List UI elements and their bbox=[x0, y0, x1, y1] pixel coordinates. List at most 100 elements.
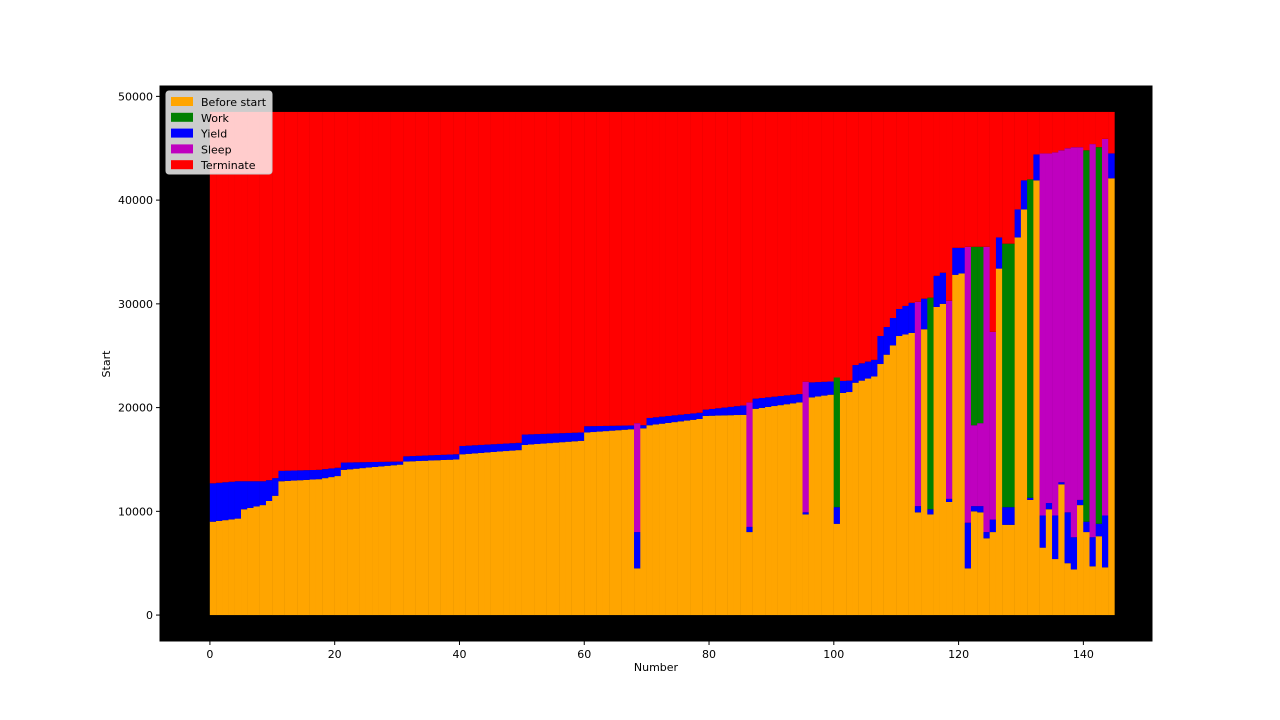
bar-yield-118 bbox=[946, 498, 953, 502]
bar-yield-93 bbox=[790, 394, 797, 404]
bar-before-start-109 bbox=[889, 345, 897, 616]
bar-terminate-123 bbox=[977, 111, 984, 247]
bar-before-start-82 bbox=[721, 415, 728, 616]
legend-swatch bbox=[171, 160, 193, 170]
bar-before-start-6 bbox=[247, 507, 254, 616]
bar-terminate-23 bbox=[353, 111, 360, 463]
legend-swatch bbox=[171, 97, 193, 106]
bar-terminate-16 bbox=[309, 111, 317, 471]
bar-before-start-64 bbox=[609, 430, 616, 616]
bar-terminate-120 bbox=[958, 111, 965, 248]
bar-before-start-139 bbox=[1077, 505, 1084, 616]
bar-terminate-46 bbox=[496, 111, 504, 444]
bar-terminate-38 bbox=[446, 111, 454, 455]
bar-yield-123 bbox=[977, 506, 984, 513]
bar-terminate-99 bbox=[827, 111, 834, 382]
bar-terminate-75 bbox=[677, 111, 685, 415]
bar-yield-134 bbox=[1045, 503, 1053, 510]
bar-terminate-108 bbox=[883, 111, 891, 328]
legend-label: Before start bbox=[201, 96, 267, 109]
bar-yield-138 bbox=[1070, 537, 1078, 570]
bar-sleep-135 bbox=[1052, 152, 1059, 516]
bar-before-start-127 bbox=[1002, 524, 1009, 616]
bar-terminate-130 bbox=[1020, 111, 1028, 181]
bar-sleep-118 bbox=[946, 300, 953, 499]
bar-terminate-54 bbox=[546, 111, 554, 434]
bar-before-start-50 bbox=[521, 444, 529, 616]
bar-before-start-119 bbox=[952, 274, 959, 616]
bar-terminate-60 bbox=[584, 111, 591, 427]
bar-before-start-34 bbox=[421, 460, 429, 616]
bar-yield-124 bbox=[983, 532, 990, 539]
bar-yield-66 bbox=[621, 425, 629, 430]
bar-before-start-52 bbox=[534, 444, 541, 616]
bar-yield-95 bbox=[802, 512, 809, 515]
bar-yield-59 bbox=[577, 432, 585, 441]
bar-yield-36 bbox=[434, 455, 441, 461]
bar-before-start-88 bbox=[758, 407, 766, 616]
bar-terminate-36 bbox=[434, 111, 441, 456]
bar-yield-23 bbox=[353, 462, 360, 469]
bar-yield-52 bbox=[534, 434, 541, 445]
bar-before-start-57 bbox=[565, 441, 572, 616]
bar-terminate-86 bbox=[746, 111, 753, 403]
bar-yield-84 bbox=[733, 406, 741, 416]
bar-terminate-4 bbox=[234, 111, 242, 482]
bar-terminate-111 bbox=[902, 111, 909, 306]
bar-yield-13 bbox=[290, 470, 298, 481]
bar-yield-21 bbox=[340, 462, 348, 470]
bar-yield-89 bbox=[765, 397, 772, 407]
bar-yield-133 bbox=[1039, 515, 1047, 548]
bar-before-start-44 bbox=[484, 452, 491, 616]
bar-yield-98 bbox=[821, 381, 828, 396]
bar-terminate-55 bbox=[552, 111, 560, 434]
y-tick-label: 30000 bbox=[118, 298, 153, 311]
bar-before-start-95 bbox=[802, 514, 809, 616]
bar-before-start-134 bbox=[1045, 509, 1053, 616]
bar-work-142 bbox=[1095, 147, 1103, 524]
bar-before-start-110 bbox=[896, 336, 903, 616]
bar-yield-67 bbox=[627, 425, 635, 430]
bar-terminate-98 bbox=[821, 111, 828, 382]
bar-terminate-43 bbox=[478, 111, 485, 445]
bar-yield-62 bbox=[596, 426, 604, 432]
bar-yield-6 bbox=[247, 481, 254, 508]
bar-before-start-69 bbox=[640, 428, 647, 616]
bar-sleep-141 bbox=[1089, 144, 1096, 538]
bar-before-start-18 bbox=[322, 478, 329, 616]
bar-yield-91 bbox=[777, 396, 784, 406]
legend-label: Sleep bbox=[201, 143, 232, 156]
bar-work-115 bbox=[927, 297, 934, 510]
bar-yield-30 bbox=[396, 461, 404, 465]
bar-before-start-90 bbox=[771, 406, 778, 616]
bar-terminate-125 bbox=[989, 111, 997, 332]
bar-terminate-21 bbox=[340, 111, 348, 463]
bar-terminate-48 bbox=[509, 111, 516, 444]
bar-before-start-32 bbox=[409, 461, 416, 616]
bar-terminate-137 bbox=[1064, 111, 1071, 149]
bar-terminate-129 bbox=[1014, 111, 1022, 210]
bar-terminate-19 bbox=[328, 111, 335, 469]
bar-terminate-39 bbox=[453, 111, 460, 455]
bar-before-start-60 bbox=[584, 432, 591, 616]
bar-before-start-14 bbox=[297, 480, 304, 616]
bar-before-start-9 bbox=[265, 500, 273, 616]
bar-yield-105 bbox=[864, 361, 872, 379]
bar-terminate-27 bbox=[378, 111, 385, 462]
bar-terminate-47 bbox=[503, 111, 510, 444]
bar-before-start-100 bbox=[833, 523, 841, 616]
bar-before-start-53 bbox=[540, 443, 547, 616]
bar-terminate-40 bbox=[459, 111, 466, 446]
bar-yield-51 bbox=[528, 434, 535, 445]
bar-yield-86 bbox=[746, 526, 753, 533]
bar-yield-136 bbox=[1058, 482, 1065, 485]
bar-terminate-85 bbox=[740, 111, 747, 406]
bar-before-start-29 bbox=[390, 465, 398, 616]
bar-yield-58 bbox=[571, 432, 579, 442]
x-tick-label: 140 bbox=[1073, 648, 1094, 661]
y-axis: 0 10000 20000 30000 40000 50000 bbox=[118, 90, 160, 622]
bar-terminate-136 bbox=[1058, 111, 1065, 151]
bar-sleep-136 bbox=[1058, 150, 1065, 483]
bar-before-start-98 bbox=[821, 395, 828, 616]
bar-yield-100 bbox=[833, 507, 841, 524]
